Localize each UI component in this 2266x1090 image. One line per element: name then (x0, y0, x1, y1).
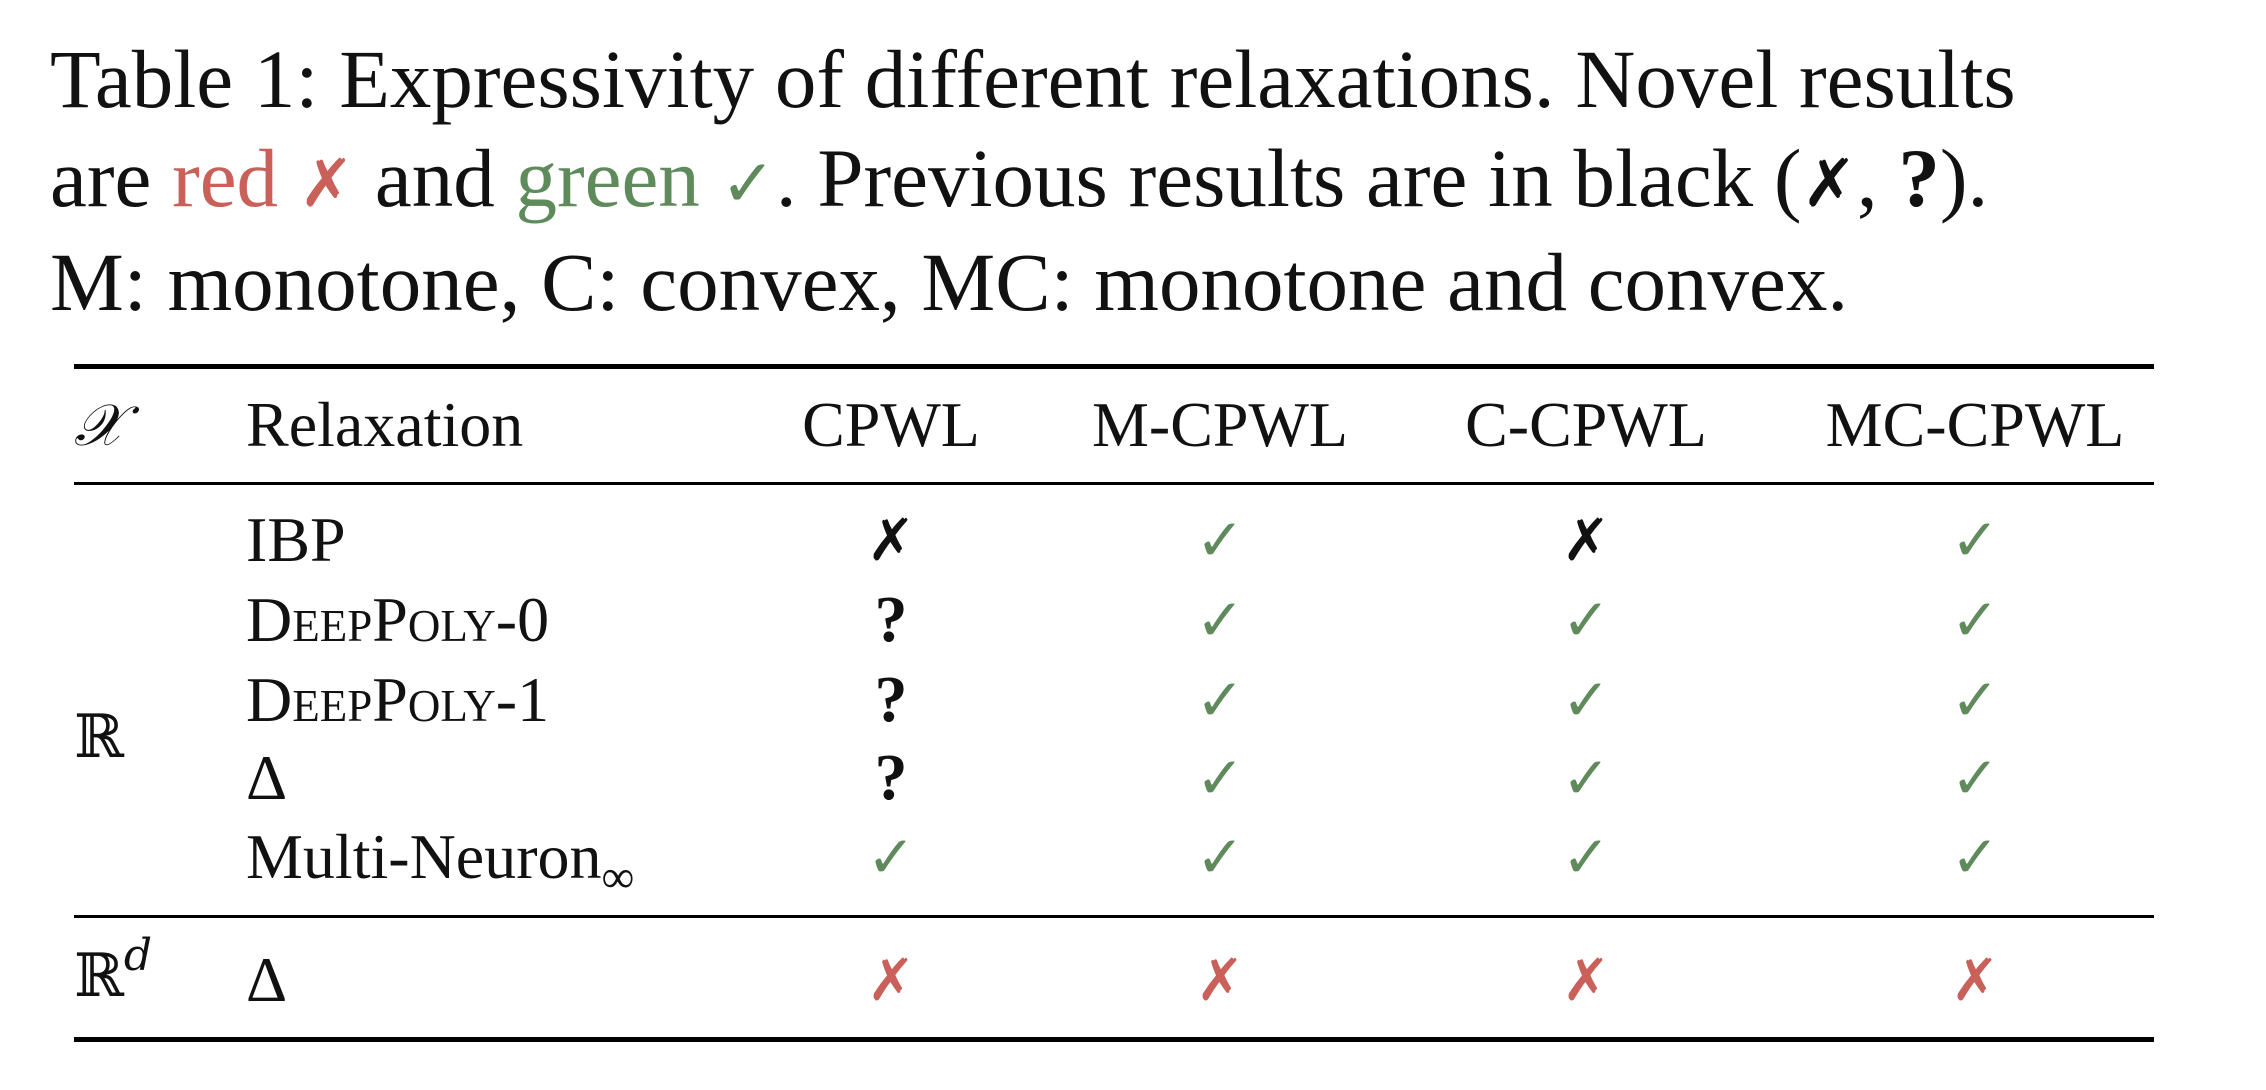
table-top-rule (74, 364, 2154, 369)
result-m-cpwl-cross-icon: ✗ (1195, 946, 1245, 1014)
result-mc-cpwl-check-icon: ✓ (1950, 666, 2000, 734)
header-domain: 𝒳 (74, 391, 124, 459)
caption-red-word: red (172, 132, 279, 224)
relaxation-delta-rd: Δ (246, 944, 288, 1015)
result-m-cpwl-check-icon: ✓ (1195, 823, 1245, 891)
caption-black-cross-icon: ✗ (1801, 145, 1857, 222)
result-c-cpwl-cross-icon: ✗ (1561, 946, 1611, 1014)
result-cpwl-question-mark: ? (874, 741, 908, 814)
header-c-cpwl: C-CPWL (1465, 389, 1707, 460)
result-cpwl-check-icon: ✓ (866, 823, 916, 891)
group-divider-rule (74, 915, 2154, 918)
result-mc-cpwl-check-icon: ✓ (1950, 823, 2000, 891)
result-m-cpwl-check-icon: ✓ (1195, 586, 1245, 654)
result-cpwl-cross-icon: ✗ (866, 946, 916, 1014)
result-c-cpwl-check-icon: ✓ (1561, 823, 1611, 891)
result-c-cpwl-cross-icon: ✗ (1561, 506, 1611, 574)
result-mc-cpwl-cross-icon: ✗ (1950, 946, 2000, 1014)
header-relaxation: Relaxation (246, 389, 524, 460)
caption-green-check-icon: ✓ (720, 145, 776, 222)
header-mc-cpwl: MC-CPWL (1825, 389, 2125, 460)
result-m-cpwl-check-icon: ✓ (1195, 744, 1245, 812)
caption-line-2: are red ✗ and green ✓. Previous results … (50, 132, 1989, 224)
result-mc-cpwl-check-icon: ✓ (1950, 506, 2000, 574)
result-mc-cpwl-check-icon: ✓ (1950, 586, 2000, 654)
result-m-cpwl-check-icon: ✓ (1195, 666, 1245, 734)
caption-green-word: green (515, 132, 700, 224)
result-c-cpwl-check-icon: ✓ (1561, 666, 1611, 734)
result-c-cpwl-check-icon: ✓ (1561, 586, 1611, 654)
domain-rd: ℝd (74, 930, 153, 1012)
result-c-cpwl-check-icon: ✓ (1561, 744, 1611, 812)
caption-red-cross-icon: ✗ (298, 145, 355, 222)
header-cpwl: CPWL (802, 389, 980, 460)
relaxation-multi-neuron: Multi-Neuron∞ (246, 821, 635, 902)
domain-r: ℝ (74, 702, 124, 772)
caption-line-1: Table 1: Expressivity of different relax… (50, 33, 2016, 125)
result-cpwl-cross-icon: ✗ (866, 506, 916, 574)
result-mc-cpwl-check-icon: ✓ (1950, 744, 2000, 812)
table-caption: Table 1: Expressivity of different relax… (50, 30, 2230, 332)
relaxation-ibp: IBP (246, 504, 346, 575)
relaxation-deeppoly-0: DeepPoly-0 (246, 584, 550, 655)
relaxation-delta: Δ (246, 742, 288, 813)
caption-question-mark: ? (1898, 132, 1940, 224)
relaxation-deeppoly-1: DeepPoly-1 (246, 664, 550, 735)
result-cpwl-question-mark: ? (874, 663, 908, 736)
header-rule (74, 482, 2154, 485)
result-cpwl-question-mark: ? (874, 583, 908, 656)
header-m-cpwl: M-CPWL (1092, 389, 1348, 460)
table-bottom-rule (74, 1037, 2154, 1042)
result-m-cpwl-check-icon: ✓ (1195, 506, 1245, 574)
caption-line-3: M: monotone, C: convex, MC: monotone and… (50, 236, 1849, 328)
